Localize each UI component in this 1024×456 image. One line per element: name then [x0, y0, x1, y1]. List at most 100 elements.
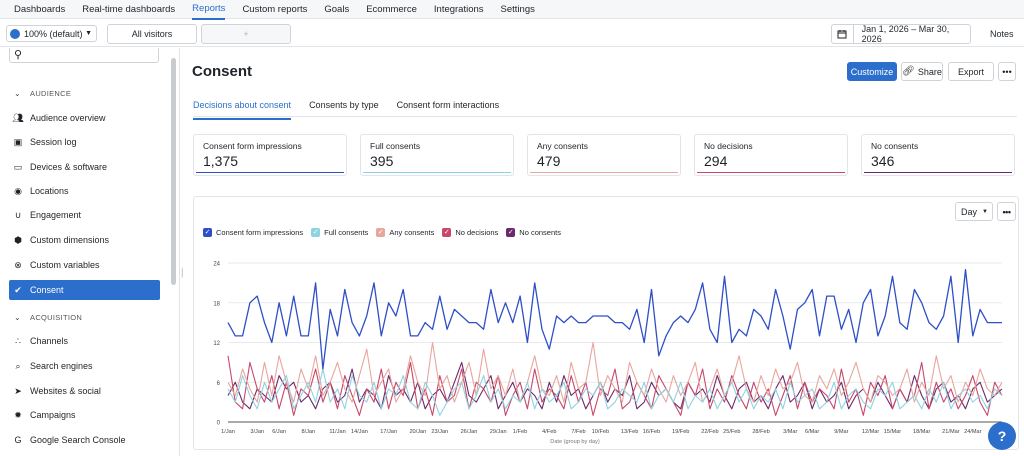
- report-tabs: Decisions about consent Consents by type…: [193, 100, 517, 120]
- kpi-consent-form-impressions[interactable]: Consent form impressions 1,375: [193, 134, 347, 176]
- kpi-any-consents[interactable]: Any consents 479: [527, 134, 681, 176]
- date-range-label: Jan 1, 2026 – Mar 30, 2026: [861, 24, 950, 44]
- kpi-label: No decisions: [704, 141, 753, 151]
- search-icon: ⚲: [14, 49, 23, 61]
- legend-label: No decisions: [455, 228, 499, 237]
- export-button[interactable]: Export: [948, 62, 994, 81]
- x-tick-label: 25/Feb: [723, 429, 740, 435]
- checkbox-checked-icon: ✓: [442, 228, 452, 237]
- x-tick-label: 17/Jan: [380, 429, 397, 435]
- nav-reports[interactable]: Reports: [192, 0, 226, 20]
- legend-item-full-consents[interactable]: ✓ Full consents: [311, 228, 368, 237]
- x-tick-label: 22/Feb: [701, 429, 718, 435]
- search-input[interactable]: ⚲: [9, 48, 159, 63]
- segment-all-visitors[interactable]: All visitors: [107, 24, 197, 44]
- sidebar-item-devices-software[interactable]: ▭ Devices & software: [9, 157, 160, 177]
- sidebar-item-google-search-console[interactable]: G Google Search Console: [9, 430, 160, 450]
- sidebar-item-label: Channels: [30, 336, 69, 346]
- kpi-label: Consent form impressions: [203, 141, 302, 151]
- acquisition-header-label: ACQUISITION: [30, 313, 83, 322]
- kpi-no-decisions[interactable]: No decisions 294: [694, 134, 848, 176]
- x-tick-label: 21/Mar: [942, 429, 960, 435]
- zoom-select[interactable]: 100% (default) ▼: [6, 25, 97, 42]
- tab-consent-form-interactions[interactable]: Consent form interactions: [396, 100, 500, 110]
- users-icon: 👥︎: [12, 112, 24, 123]
- sidebar-item-custom-dimensions[interactable]: ⬢ Custom dimensions: [9, 230, 160, 250]
- legend-item-any-consents[interactable]: ✓ Any consents: [376, 228, 434, 237]
- nav-ecommerce[interactable]: Ecommerce: [366, 4, 417, 15]
- add-segment-button[interactable]: +: [201, 24, 291, 44]
- more-options-button[interactable]: •••: [998, 62, 1016, 81]
- kpi-no-consents[interactable]: No consents 346: [861, 134, 1015, 176]
- x-tick-label: 6/Jan: [272, 429, 286, 435]
- link-icon: 🔗︎: [902, 66, 915, 77]
- kpi-label: Any consents: [537, 141, 589, 151]
- kpi-value: 346: [871, 153, 895, 169]
- legend-item-consent-form-impressions[interactable]: ✓ Consent form impressions: [203, 228, 303, 237]
- notes-button[interactable]: Notes: [990, 29, 1014, 39]
- chevron-down-icon: ▼: [982, 208, 988, 215]
- x-tick-label: 9/Mar: [834, 429, 848, 435]
- legend-item-no-consents[interactable]: ✓ No consents: [506, 228, 561, 237]
- x-tick-label: 12/Mar: [862, 429, 880, 435]
- kpi-color-line: [864, 171, 1012, 173]
- kpi-color-line: [530, 171, 678, 173]
- series-line-any-consents: [227, 341, 1003, 403]
- sidebar-item-engagement[interactable]: ∪ Engagement: [9, 205, 160, 225]
- share-button[interactable]: 🔗︎ Share: [901, 62, 943, 81]
- sidebar-item-search-engines[interactable]: ⌕ Search engines: [9, 356, 160, 376]
- google-icon: G: [14, 435, 22, 445]
- share-nodes-icon: ∴: [15, 335, 21, 346]
- nav-realtime-dashboards[interactable]: Real-time dashboards: [82, 4, 176, 15]
- nav-settings[interactable]: Settings: [500, 4, 535, 15]
- x-tick-label: 7/Feb: [571, 429, 585, 435]
- sidebar-item-locations[interactable]: ◉ Locations: [9, 181, 160, 201]
- acquisition-section-header[interactable]: ⌄ ACQUISITION: [14, 313, 82, 322]
- date-range-picker[interactable]: Jan 1, 2026 – Mar 30, 2026: [831, 24, 971, 44]
- legend-label: Full consents: [324, 228, 369, 237]
- checkbox-checked-icon: ✓: [376, 228, 386, 237]
- x-tick-label: 11/Jan: [329, 429, 345, 435]
- tab-consents-by-type[interactable]: Consents by type: [309, 100, 379, 110]
- customize-button[interactable]: Customize: [847, 62, 897, 81]
- tab-decisions-about-consent[interactable]: Decisions about consent: [193, 100, 292, 120]
- toolbar: 100% (default) ▼ All visitors + Jan 1, 2…: [0, 20, 1024, 47]
- kpi-label: Full consents: [370, 141, 421, 151]
- sidebar-item-custom-variables[interactable]: ⊗ Custom variables: [9, 255, 160, 275]
- sidebar-item-session-log[interactable]: ▣ Session log: [9, 132, 160, 152]
- sidebar-item-label: Devices & software: [30, 162, 108, 172]
- x-tick-label: 28/Feb: [752, 429, 769, 435]
- nav-dashboards[interactable]: Dashboards: [14, 4, 66, 15]
- nav-custom-reports[interactable]: Custom reports: [242, 4, 308, 15]
- interval-select[interactable]: Day ▼: [955, 202, 993, 221]
- kpi-full-consents[interactable]: Full consents 395: [360, 134, 514, 176]
- sidebar-item-consent[interactable]: ✔ Consent: [9, 280, 160, 300]
- nav-integrations[interactable]: Integrations: [433, 4, 484, 15]
- map-pin-icon: ◉: [14, 185, 22, 196]
- globe-icon: [10, 28, 20, 39]
- monitor-icon: ▭: [13, 161, 23, 172]
- chart-more-button[interactable]: •••: [997, 202, 1016, 221]
- y-tick-label: 6: [217, 381, 221, 387]
- magnet-icon: ∪: [14, 209, 22, 220]
- x-circle-icon: ⊗: [14, 259, 22, 270]
- x-tick-label: 14/Jan: [351, 429, 368, 435]
- x-tick-label: 6/Mar: [805, 429, 819, 435]
- sidebar-item-audience-overview[interactable]: 👥︎ Audience overview: [9, 108, 160, 128]
- sidebar-scrollbar[interactable]: [171, 58, 176, 285]
- help-button[interactable]: ?: [988, 422, 1016, 450]
- legend-item-no-decisions[interactable]: ✓ No decisions: [442, 228, 498, 237]
- sidebar-resize-handle[interactable]: │: [180, 268, 185, 277]
- sidebar-item-websites-social[interactable]: ➤ Websites & social: [9, 381, 160, 401]
- nav-goals[interactable]: Goals: [324, 4, 350, 15]
- series-line-full-consents: [227, 368, 1003, 416]
- sidebar-item-campaigns[interactable]: ✹ Campaigns: [9, 405, 160, 425]
- y-tick-label: 0: [217, 421, 221, 427]
- sidebar-item-label: Custom dimensions: [30, 235, 110, 245]
- sidebar-item-label: Google Search Console: [30, 435, 126, 445]
- audience-section-header[interactable]: ⌄ AUDIENCE: [14, 89, 71, 98]
- sidebar: ⚲ ⌄ AUDIENCE 👥︎ Audience overview ▣ Sessio…: [0, 48, 180, 456]
- chevron-down-icon: ▼: [85, 30, 92, 37]
- sidebar-item-channels[interactable]: ∴ Channels: [9, 331, 160, 351]
- cube-icon: ⬢: [14, 234, 22, 245]
